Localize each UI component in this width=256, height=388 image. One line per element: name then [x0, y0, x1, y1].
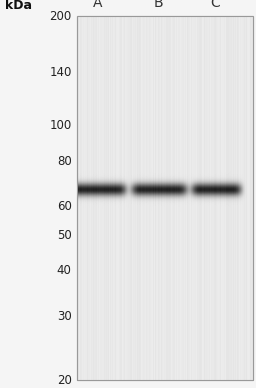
Bar	[73, 16, 82, 380]
Bar	[107, 16, 115, 380]
Bar	[77, 16, 253, 380]
Bar	[114, 16, 119, 380]
Bar	[182, 16, 192, 380]
Text: C: C	[210, 0, 220, 10]
Bar	[162, 16, 167, 380]
Text: 20: 20	[57, 374, 72, 387]
Bar	[169, 16, 180, 380]
Text: 200: 200	[49, 10, 72, 23]
Text: 80: 80	[57, 155, 72, 168]
Text: 100: 100	[49, 120, 72, 132]
Text: 60: 60	[57, 200, 72, 213]
Bar	[77, 16, 253, 380]
Bar	[183, 16, 192, 380]
Text: 40: 40	[57, 264, 72, 277]
Bar	[80, 16, 86, 380]
Bar	[119, 16, 125, 380]
Text: B: B	[154, 0, 164, 10]
Bar	[235, 16, 242, 380]
Bar	[157, 16, 162, 380]
Text: 50: 50	[57, 229, 72, 242]
Text: 30: 30	[57, 310, 72, 323]
Text: A: A	[92, 0, 102, 10]
Text: kDa: kDa	[5, 0, 32, 12]
Text: 140: 140	[49, 66, 72, 79]
Bar	[101, 16, 109, 380]
